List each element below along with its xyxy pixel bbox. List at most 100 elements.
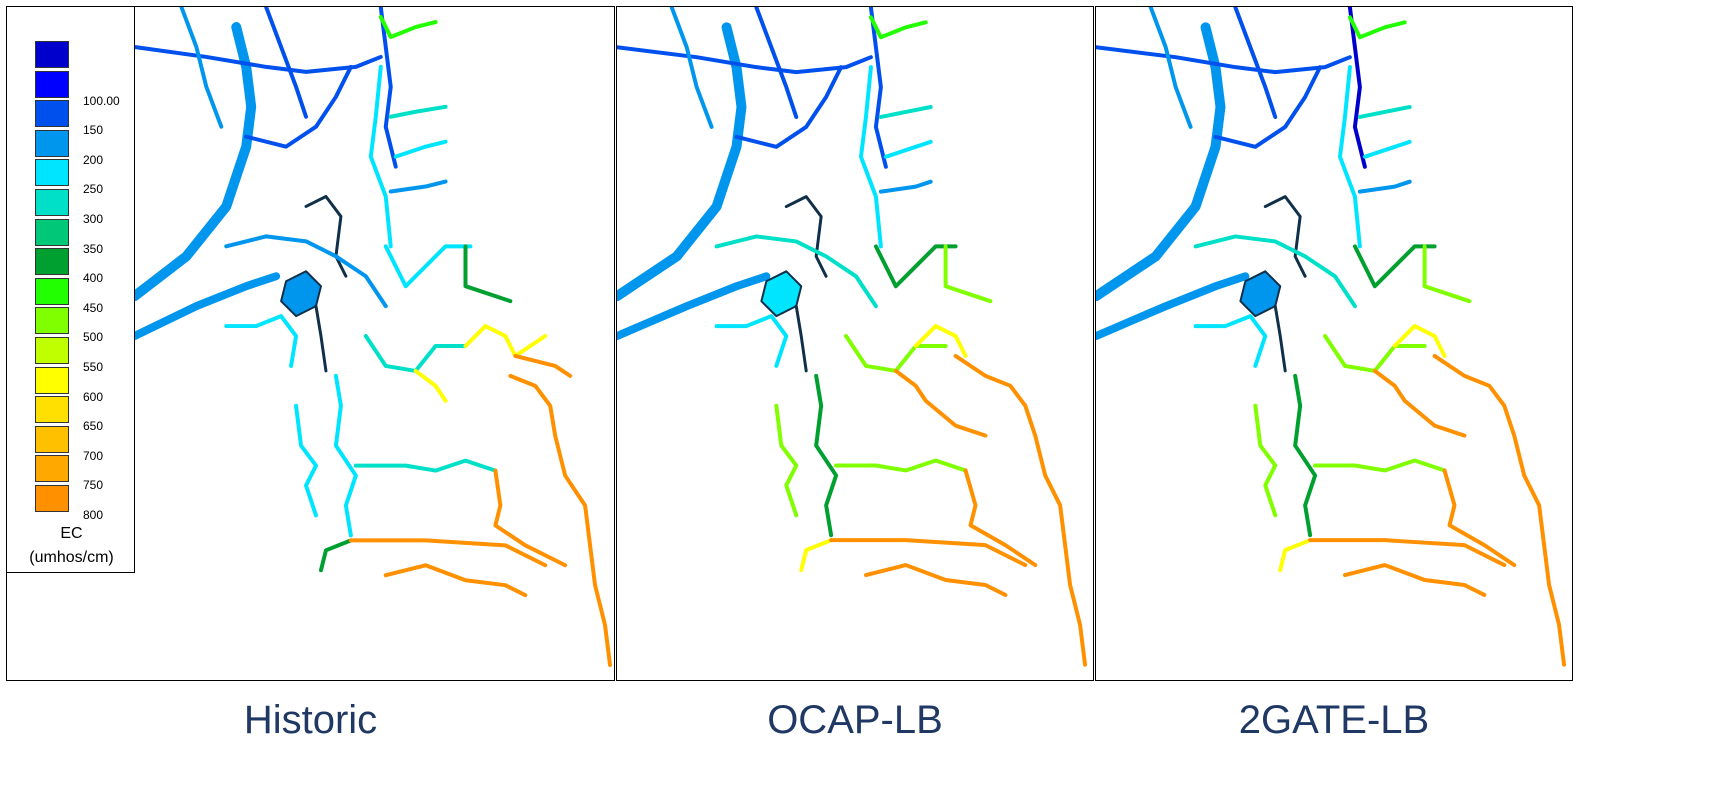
channel-east-teal-2 bbox=[883, 139, 933, 159]
channel-south-green bbox=[814, 373, 839, 538]
channel-orange-5 bbox=[963, 468, 1038, 568]
caption-ocap-lb: OCAP-LB bbox=[767, 698, 943, 742]
channel-east-teal-2 bbox=[1362, 139, 1412, 159]
legend-label: 400 bbox=[83, 271, 104, 286]
channel-north-blue-1 bbox=[617, 45, 873, 75]
legend-title-ec: EC bbox=[60, 525, 83, 542]
channel-north-blue-2 bbox=[734, 65, 844, 149]
delta-channel-map-historic bbox=[129, 7, 613, 667]
channel-west-cyan bbox=[714, 314, 789, 368]
channel-south-lime bbox=[1313, 458, 1447, 473]
channel-northeast-blue bbox=[1347, 7, 1367, 169]
legend-label: 600 bbox=[83, 389, 104, 404]
channel-top-green bbox=[378, 15, 438, 40]
channel-dark-1 bbox=[1263, 195, 1307, 278]
channel-mid-lime bbox=[1323, 334, 1427, 373]
channel-dark-1 bbox=[304, 194, 348, 278]
map-panel-2gate-lb bbox=[1095, 6, 1573, 681]
channel-southwest-lime bbox=[774, 403, 799, 518]
legend-label: 450 bbox=[83, 300, 104, 315]
legend-label: 200 bbox=[83, 152, 104, 167]
island-lake bbox=[280, 270, 322, 318]
channel-east-teal-1 bbox=[878, 105, 933, 119]
channel-orange-5 bbox=[513, 353, 573, 378]
channel-center-teal bbox=[1193, 234, 1357, 309]
channel-orange-1 bbox=[953, 353, 1088, 667]
channel-orange-5 bbox=[1442, 468, 1517, 568]
channel-dark-2 bbox=[794, 304, 808, 373]
channel-east-green bbox=[463, 244, 513, 304]
channel-east-teal-1 bbox=[388, 104, 448, 119]
channel-west-cyan bbox=[224, 314, 299, 368]
channel-orange-3 bbox=[1308, 538, 1507, 568]
legend-label: 300 bbox=[83, 212, 104, 226]
legend-swatch bbox=[35, 307, 69, 335]
caption-2gate-lb: 2GATE-LB bbox=[1238, 698, 1430, 742]
legend-swatch bbox=[35, 337, 69, 364]
channel-north-blue-1 bbox=[1096, 45, 1352, 75]
channel-orange-2 bbox=[493, 468, 568, 568]
channel-north-blue-2 bbox=[244, 64, 353, 149]
channel-south-lime bbox=[834, 458, 968, 473]
channel-south-green bbox=[318, 538, 353, 573]
delta-channel-map-ocap-lb bbox=[617, 7, 1088, 667]
channel-north-cyan bbox=[368, 64, 393, 249]
channel-top-green bbox=[1347, 15, 1407, 40]
channel-east-lime bbox=[1422, 244, 1472, 304]
channel-dark-2 bbox=[314, 304, 328, 373]
river-main-channel bbox=[617, 22, 747, 302]
river-main-channel bbox=[129, 22, 257, 302]
legend-swatch bbox=[35, 366, 69, 394]
channel-west-cyan bbox=[1193, 314, 1268, 368]
channel-center-teal bbox=[714, 234, 878, 309]
channel-yellow-1 bbox=[1392, 324, 1447, 358]
channel-north-blue-3 bbox=[669, 7, 714, 129]
legend-swatch bbox=[35, 129, 69, 157]
channel-south-cyan bbox=[333, 373, 358, 538]
legend-swatch bbox=[35, 425, 69, 453]
legend-label: 750 bbox=[83, 478, 104, 493]
channel-east-lime bbox=[943, 244, 993, 304]
channel-mid-green bbox=[1352, 244, 1437, 289]
map-panel-ocap-lb bbox=[616, 6, 1094, 681]
legend-swatch bbox=[35, 396, 69, 424]
river-main-channel bbox=[1096, 22, 1226, 302]
channel-mid-lime bbox=[844, 334, 948, 373]
river-lower-channel bbox=[1096, 272, 1250, 341]
channel-mid-teal bbox=[363, 334, 468, 373]
channel-northeast-blue bbox=[868, 7, 888, 169]
legend-label: 800 bbox=[83, 508, 104, 522]
legend-swatch bbox=[35, 277, 69, 305]
channel-east-teal-3 bbox=[878, 179, 933, 194]
channel-orange-2 bbox=[893, 368, 988, 438]
channel-center-blue bbox=[224, 234, 388, 309]
legend-label: 250 bbox=[83, 182, 104, 197]
legend-label: 500 bbox=[83, 330, 104, 345]
legend-swatch bbox=[35, 70, 69, 98]
channel-southwest-lime bbox=[1253, 403, 1278, 518]
channel-north-cyan bbox=[1337, 65, 1362, 249]
channel-dark-1 bbox=[784, 195, 828, 278]
channel-southwest-cyan bbox=[294, 403, 318, 518]
legend-label: 650 bbox=[83, 419, 104, 434]
channel-north-blue-1 bbox=[132, 44, 383, 74]
river-lower-channel bbox=[130, 272, 281, 341]
legend-swatch bbox=[35, 218, 69, 246]
channel-north-blue-4 bbox=[754, 7, 799, 119]
legend-label: 550 bbox=[83, 360, 104, 374]
channel-north-cyan bbox=[858, 65, 883, 249]
channel-orange-4 bbox=[863, 563, 1008, 597]
channel-south-yellow bbox=[799, 538, 834, 573]
legend-swatch bbox=[35, 485, 69, 512]
channel-north-blue-4 bbox=[264, 7, 309, 119]
channel-orange-2 bbox=[1372, 368, 1467, 438]
legend-title-units: (umhos/cm) bbox=[29, 549, 114, 566]
channel-north-blue-4 bbox=[1233, 7, 1278, 119]
legend-swatch bbox=[35, 248, 69, 276]
legend-label: 150 bbox=[83, 123, 104, 138]
channel-northeast-blue bbox=[378, 7, 398, 169]
legend-swatch bbox=[35, 159, 69, 187]
legend-label: 100.00 bbox=[83, 93, 120, 108]
legend-label: 350 bbox=[83, 241, 104, 256]
legend-swatch bbox=[35, 189, 69, 216]
